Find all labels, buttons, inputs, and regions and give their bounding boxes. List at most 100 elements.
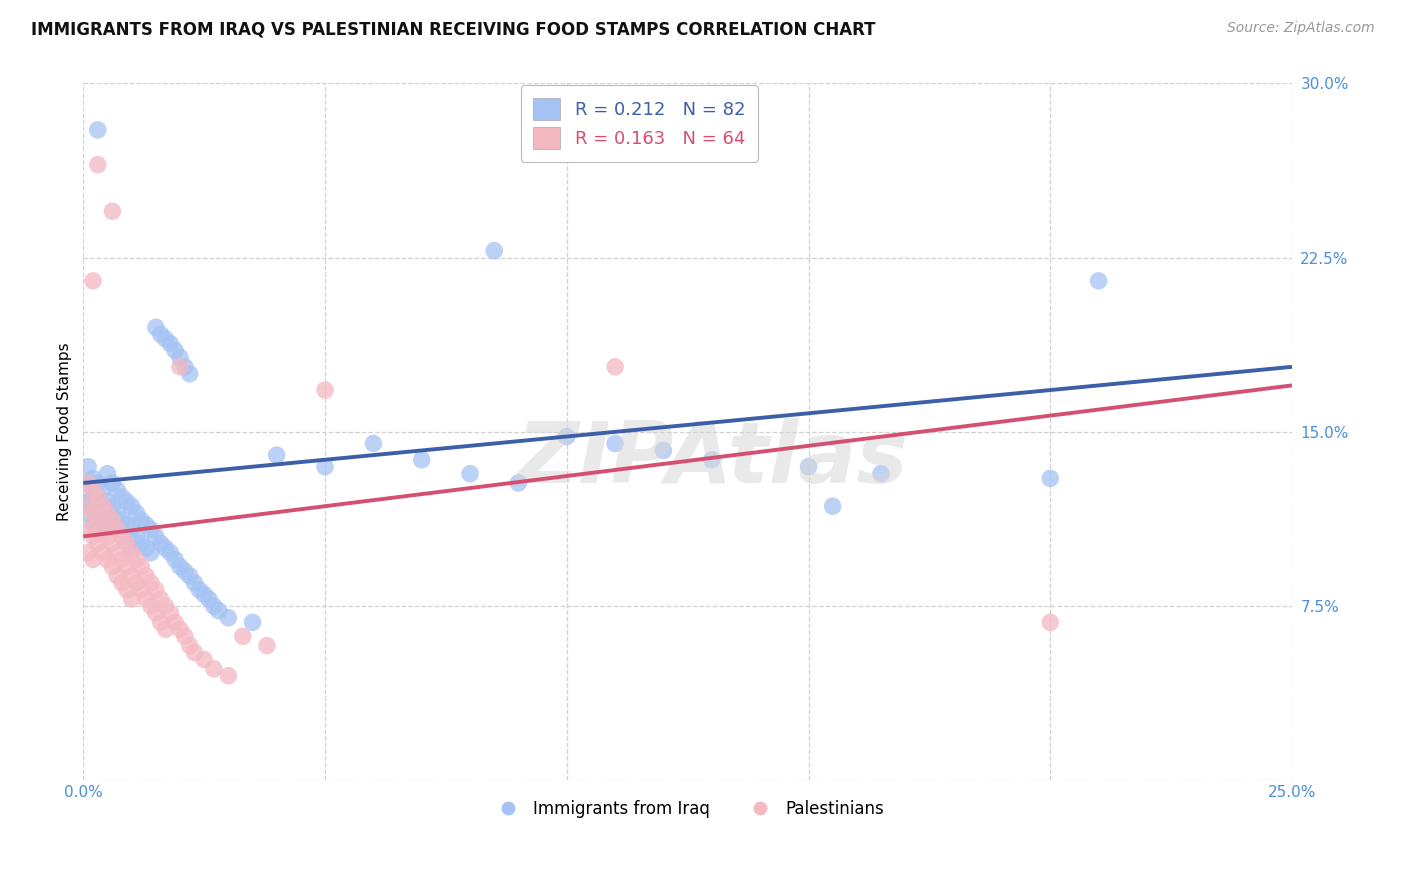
Point bbox=[870, 467, 893, 481]
Point bbox=[135, 592, 157, 607]
Point bbox=[77, 499, 100, 513]
Point bbox=[149, 536, 172, 550]
Point bbox=[115, 582, 138, 597]
Point bbox=[82, 483, 104, 497]
Y-axis label: Receiving Food Stamps: Receiving Food Stamps bbox=[58, 343, 72, 521]
Text: IMMIGRANTS FROM IRAQ VS PALESTINIAN RECEIVING FOOD STAMPS CORRELATION CHART: IMMIGRANTS FROM IRAQ VS PALESTINIAN RECE… bbox=[31, 21, 876, 38]
Point bbox=[159, 606, 181, 620]
Point bbox=[183, 575, 205, 590]
Legend: Immigrants from Iraq, Palestinians: Immigrants from Iraq, Palestinians bbox=[485, 793, 890, 824]
Point bbox=[101, 475, 124, 490]
Point bbox=[217, 610, 239, 624]
Point bbox=[105, 569, 128, 583]
Point bbox=[125, 506, 148, 520]
Point bbox=[155, 599, 177, 613]
Point bbox=[314, 383, 336, 397]
Point bbox=[256, 639, 278, 653]
Point bbox=[149, 615, 172, 630]
Point bbox=[183, 646, 205, 660]
Point bbox=[145, 320, 167, 334]
Point bbox=[165, 615, 187, 630]
Point bbox=[77, 459, 100, 474]
Point bbox=[91, 499, 114, 513]
Point bbox=[411, 452, 433, 467]
Point bbox=[155, 623, 177, 637]
Point bbox=[96, 467, 118, 481]
Point bbox=[87, 513, 110, 527]
Point bbox=[145, 529, 167, 543]
Point bbox=[121, 523, 143, 537]
Point bbox=[87, 506, 110, 520]
Point bbox=[105, 523, 128, 537]
Point bbox=[121, 499, 143, 513]
Point bbox=[101, 499, 124, 513]
Point bbox=[87, 490, 110, 504]
Point bbox=[1087, 274, 1109, 288]
Point bbox=[173, 629, 195, 643]
Point bbox=[202, 662, 225, 676]
Point bbox=[82, 483, 104, 497]
Point bbox=[115, 494, 138, 508]
Point bbox=[115, 559, 138, 574]
Point bbox=[314, 459, 336, 474]
Point bbox=[131, 536, 153, 550]
Point bbox=[797, 459, 820, 474]
Point bbox=[198, 592, 221, 607]
Point bbox=[82, 517, 104, 532]
Point bbox=[87, 158, 110, 172]
Point bbox=[96, 552, 118, 566]
Point bbox=[169, 623, 191, 637]
Point bbox=[173, 564, 195, 578]
Point bbox=[105, 506, 128, 520]
Point bbox=[165, 552, 187, 566]
Text: Source: ZipAtlas.com: Source: ZipAtlas.com bbox=[1227, 21, 1375, 35]
Point bbox=[155, 332, 177, 346]
Point bbox=[82, 529, 104, 543]
Point bbox=[91, 483, 114, 497]
Point bbox=[91, 513, 114, 527]
Point bbox=[700, 452, 723, 467]
Point bbox=[155, 541, 177, 555]
Point bbox=[159, 336, 181, 351]
Point bbox=[217, 669, 239, 683]
Point bbox=[82, 490, 104, 504]
Point bbox=[125, 575, 148, 590]
Point bbox=[266, 448, 288, 462]
Point bbox=[125, 552, 148, 566]
Point bbox=[105, 523, 128, 537]
Point bbox=[1039, 471, 1062, 485]
Point bbox=[232, 629, 254, 643]
Point bbox=[87, 475, 110, 490]
Point bbox=[242, 615, 264, 630]
Point bbox=[193, 587, 215, 601]
Text: ZIPAtlas: ZIPAtlas bbox=[516, 418, 908, 501]
Point bbox=[169, 359, 191, 374]
Point bbox=[82, 274, 104, 288]
Point bbox=[555, 429, 578, 443]
Point bbox=[603, 436, 626, 450]
Point bbox=[131, 513, 153, 527]
Point bbox=[105, 483, 128, 497]
Point bbox=[484, 244, 506, 258]
Point bbox=[139, 523, 162, 537]
Point bbox=[121, 569, 143, 583]
Point bbox=[91, 546, 114, 560]
Point bbox=[111, 513, 134, 527]
Point bbox=[135, 569, 157, 583]
Point bbox=[111, 552, 134, 566]
Point bbox=[179, 569, 201, 583]
Point bbox=[77, 475, 100, 490]
Point bbox=[179, 367, 201, 381]
Point bbox=[87, 123, 110, 137]
Point bbox=[111, 490, 134, 504]
Point bbox=[149, 592, 172, 607]
Point bbox=[77, 546, 100, 560]
Point bbox=[111, 529, 134, 543]
Point bbox=[82, 471, 104, 485]
Point bbox=[145, 606, 167, 620]
Point bbox=[131, 582, 153, 597]
Point bbox=[87, 536, 110, 550]
Point bbox=[82, 506, 104, 520]
Point bbox=[101, 559, 124, 574]
Point bbox=[91, 499, 114, 513]
